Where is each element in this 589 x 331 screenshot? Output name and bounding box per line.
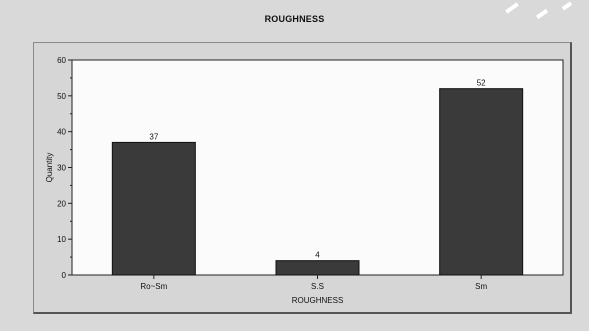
data-label: 52 (477, 79, 486, 88)
y-axis-title: Quantity (45, 153, 54, 183)
data-label: 4 (315, 251, 320, 260)
x-axis-title: ROUGHNESS (292, 296, 344, 305)
bar (439, 88, 524, 276)
bar (111, 141, 196, 276)
y-tick-label: 0 (62, 271, 67, 280)
y-tick-label: 50 (57, 92, 66, 101)
data-label: 37 (149, 132, 158, 141)
bar (275, 260, 360, 276)
y-tick-label: 40 (57, 128, 66, 137)
x-tick-label: S.S (311, 282, 324, 291)
chart-title: ROUGHNESS (264, 14, 325, 24)
y-tick-label: 10 (57, 235, 66, 244)
y-tick-label: 20 (57, 199, 66, 208)
x-tick-label: Sm (475, 282, 487, 291)
y-tick-label: 30 (57, 164, 66, 173)
y-tick-label: 60 (57, 56, 66, 65)
x-tick-label: Ro~Sm (140, 282, 167, 291)
